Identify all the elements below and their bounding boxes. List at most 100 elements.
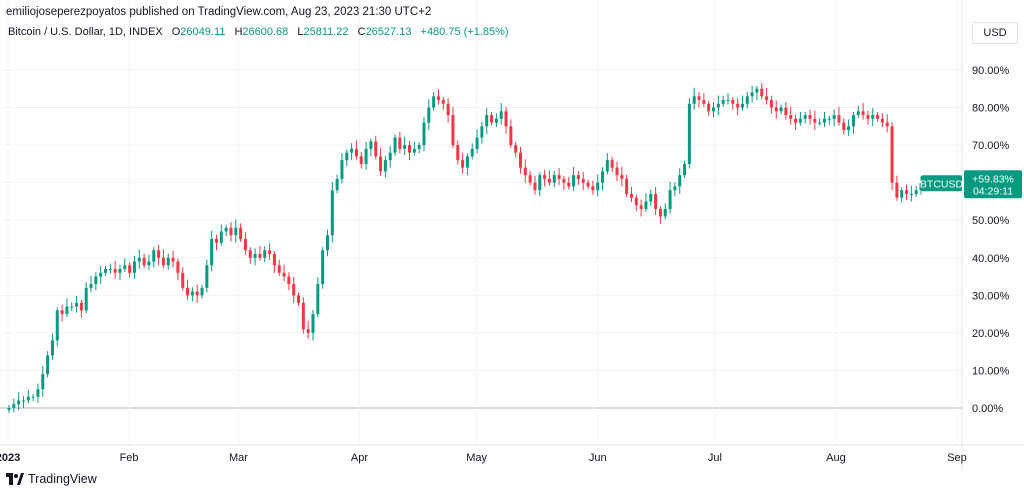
candle-body <box>89 284 93 288</box>
candle-body <box>282 272 286 277</box>
candle-body <box>186 287 190 296</box>
candle-body <box>70 306 74 308</box>
candle-body <box>721 100 725 104</box>
candle-body <box>142 257 146 266</box>
candle-body <box>436 96 440 101</box>
candle-body <box>813 118 817 123</box>
candle-body <box>581 178 585 183</box>
candle-body <box>383 160 387 172</box>
x-tick-label: Aug <box>826 452 846 464</box>
candle-body <box>649 193 653 202</box>
candle-body <box>755 88 759 93</box>
candle-body <box>277 265 281 273</box>
candle-body <box>55 310 59 341</box>
candle-body <box>750 92 754 97</box>
candle-body <box>692 96 696 104</box>
candle-body <box>620 175 624 179</box>
candle-body <box>697 96 701 101</box>
candle-body <box>354 148 358 157</box>
candle-body <box>65 306 69 315</box>
time-scale[interactable]: 2023 Feb Mar Apr May Jun Jul Aug Sep <box>0 444 1024 464</box>
candle-body <box>490 115 494 123</box>
price-scale[interactable]: 90.00%80.00%70.00%60.00%50.00%40.00%30.0… <box>961 0 1010 470</box>
y-tick-label: 40.00% <box>972 253 1010 265</box>
candle-body <box>325 235 329 251</box>
y-tick-label: 90.00% <box>972 65 1010 77</box>
candle-body <box>104 269 108 273</box>
candle-body <box>518 152 522 168</box>
tradingview-logo[interactable]: TradingView <box>6 472 97 486</box>
close-value: 26527.13 <box>365 26 412 38</box>
x-tick-label: May <box>466 452 487 464</box>
candle-body <box>388 152 392 161</box>
candle-body <box>190 291 194 296</box>
candle-body <box>610 160 614 168</box>
candle-body <box>210 239 214 266</box>
candle-body <box>379 156 383 172</box>
candle-body <box>60 310 64 315</box>
candle-body <box>161 257 165 266</box>
candle-body <box>31 396 35 398</box>
candle-body <box>176 261 180 273</box>
candle-body <box>26 396 30 401</box>
candle-body <box>157 250 161 258</box>
candle-body <box>716 103 720 108</box>
y-tick-label: 80.00% <box>972 103 1010 115</box>
candle-body <box>774 107 778 112</box>
candle-body <box>393 137 397 153</box>
candle-body <box>123 265 127 270</box>
candle-body <box>794 118 798 123</box>
chart-grid <box>0 0 962 445</box>
candle-body <box>547 178 551 183</box>
candle-body <box>707 103 711 112</box>
candle-body <box>297 295 301 303</box>
candle-body <box>687 103 691 164</box>
candle-body <box>538 175 542 191</box>
y-tick-label: 0.00% <box>972 403 1003 415</box>
candle-body <box>885 122 889 127</box>
candle-body <box>871 115 875 119</box>
x-tick-label: Jun <box>589 452 607 464</box>
candle-body <box>412 148 416 153</box>
currency-button[interactable]: USD <box>972 22 1018 44</box>
tradingview-brand: TradingView <box>28 472 97 486</box>
candle-body <box>132 261 136 273</box>
candle-body <box>340 160 344 179</box>
candle-body <box>615 167 619 176</box>
candle-body <box>803 115 807 119</box>
candle-body <box>171 257 175 262</box>
symbol-title[interactable]: Bitcoin / U.S. Dollar, 1D, INDEX <box>8 26 163 38</box>
candle-body <box>808 115 812 119</box>
candle-body <box>629 193 633 198</box>
candle-body <box>79 302 83 311</box>
x-tick-label: Sep <box>947 452 967 464</box>
candle-body <box>374 141 378 157</box>
candle-body <box>779 107 783 112</box>
y-tick-label: 10.00% <box>972 365 1010 377</box>
candle-body <box>451 115 455 146</box>
y-tick-label: 70.00% <box>972 140 1010 152</box>
candle-body <box>509 126 513 146</box>
candle-body <box>7 408 11 410</box>
candle-body <box>663 208 667 217</box>
candle-body <box>224 227 228 232</box>
candle-body <box>369 141 373 149</box>
candle-body <box>403 145 407 149</box>
candle-body <box>769 100 773 108</box>
high-label: H <box>234 26 243 38</box>
candle-body <box>625 178 629 194</box>
x-tick-label: Jul <box>708 452 722 464</box>
candle-body <box>731 100 735 104</box>
candle-body <box>137 257 141 262</box>
last-value-tag <box>964 170 1022 199</box>
candle-body <box>533 182 537 191</box>
candle-body <box>543 175 547 179</box>
candle-body <box>736 103 740 108</box>
candle-body <box>36 389 40 397</box>
y-tick-label: 20.00% <box>972 328 1010 340</box>
candle-body <box>634 197 638 206</box>
candle-body <box>272 254 276 266</box>
candle-body <box>499 111 503 119</box>
candle-body <box>147 261 151 266</box>
